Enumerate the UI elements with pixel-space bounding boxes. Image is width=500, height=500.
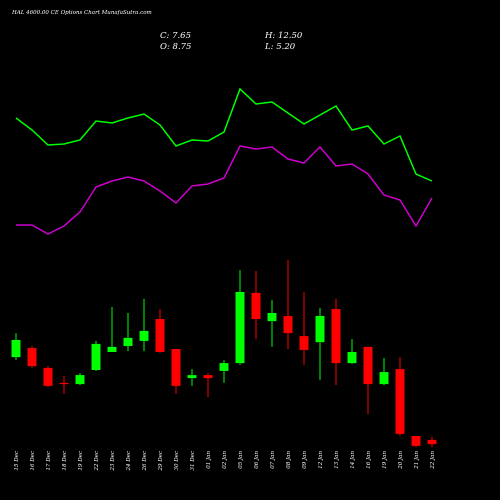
x-tick-label: 20 Jan (398, 451, 404, 470)
x-tick-label: 01 Jan (206, 451, 212, 469)
high-label: H: 12.50 (264, 31, 303, 41)
candle-body (107, 346, 117, 352)
candle-body (347, 352, 357, 364)
candle-body (283, 316, 293, 334)
x-tick-label: 19 Dec (78, 451, 84, 471)
candle-body (363, 346, 373, 385)
x-tick-label: 30 Dec (174, 451, 180, 471)
x-tick-label: 06 Jan (254, 451, 260, 469)
candle-body (11, 340, 21, 358)
x-tick-label: 09 Jan (302, 451, 308, 469)
x-tick-label: 14 Jan (350, 451, 356, 469)
candle-body (155, 319, 165, 352)
candle-body (123, 337, 133, 346)
x-tick-label: 29 Dec (158, 451, 164, 472)
candle-body (379, 372, 389, 385)
x-tick-label: 17 Dec (46, 451, 52, 471)
low-label: L: 5.20 (264, 42, 296, 52)
indicator-line (16, 145, 433, 235)
close-label: C: 7.65 (160, 31, 191, 41)
candle-body (75, 375, 85, 385)
x-tick-label: 16 Jan (366, 451, 372, 469)
x-tick-label: 22 Jan (430, 451, 436, 470)
x-tick-label: 05 Jan (238, 451, 244, 469)
x-tick-label: 12 Jan (318, 451, 324, 469)
candle-body (91, 343, 101, 370)
open-label: O: 8.75 (160, 42, 191, 52)
x-tick-label: 24 Dec (126, 451, 132, 472)
x-tick-label: 15 Dec (14, 451, 20, 471)
candle-body (251, 292, 261, 319)
x-tick-label: 02 Jan (222, 451, 228, 469)
x-tick-label: 21 Jan (414, 451, 420, 470)
indicator-line (15, 87, 433, 182)
candle-body (427, 439, 437, 445)
candle-body (139, 331, 149, 341)
candle-body (27, 348, 37, 367)
candle-body (299, 336, 309, 350)
x-tick-label: 18 Dec (62, 451, 68, 471)
candle-body (59, 382, 69, 385)
candle-body (43, 367, 53, 386)
x-tick-label: 16 Dec (30, 451, 36, 471)
x-tick-label: 23 Dec (110, 451, 116, 472)
candle-body (171, 349, 181, 386)
candle-body (219, 363, 229, 371)
candle-body (187, 375, 197, 379)
candle-body (395, 369, 405, 434)
x-tick-label: 26 Dec (142, 451, 148, 472)
candle-body (267, 313, 277, 322)
x-tick-label: 22 Dec (94, 451, 100, 472)
chart-title: HAL 4600.00 CE Options Chart MunafaSutra… (11, 10, 152, 16)
candle-body (203, 375, 213, 379)
candle-body (331, 309, 341, 364)
x-tick-label: 13 Jan (334, 451, 340, 469)
candle-body (315, 316, 325, 343)
x-tick-label: 19 Jan (382, 451, 388, 469)
x-tick-label: 08 Jan (286, 451, 292, 469)
candle-body (235, 292, 245, 364)
x-tick-label: 31 Dec (190, 451, 196, 471)
x-tick-label: 07 Jan (270, 451, 276, 469)
candle-body (411, 436, 421, 446)
